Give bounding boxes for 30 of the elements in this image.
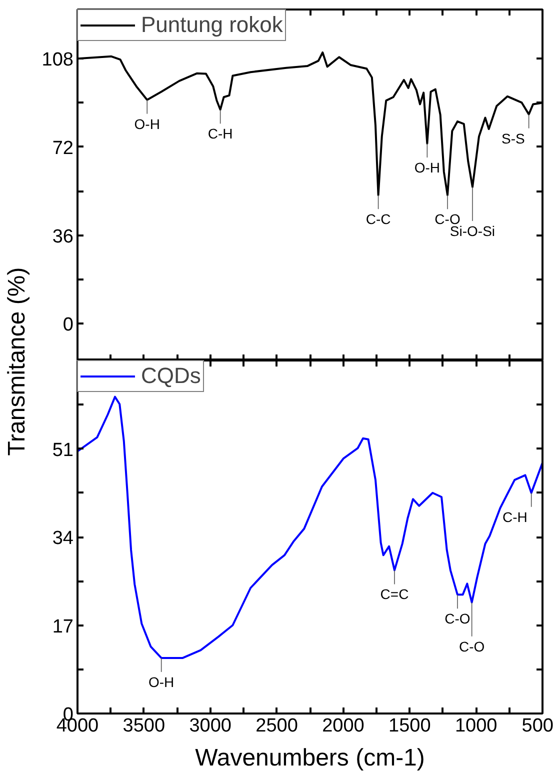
annotation: C-O <box>434 211 460 228</box>
annotation: O-H <box>414 160 440 176</box>
x-tick-label: 500 <box>522 716 553 736</box>
y-axis-title: Transmitance (%) <box>4 267 30 456</box>
x-tick-label: 1000 <box>454 716 498 736</box>
y-tick-label: 34 <box>52 528 74 549</box>
y-tick-label: 17 <box>52 616 74 638</box>
x-tick-label: 3500 <box>122 716 166 736</box>
annotation: C-O <box>458 638 485 654</box>
annotation: C=C <box>380 586 409 602</box>
legend-label: Puntung rokok <box>141 12 283 38</box>
x-axis-title: Wavenumbers (cm-1) <box>195 744 425 772</box>
legend-label: CQDs <box>141 363 201 389</box>
annotation: C-H <box>502 508 528 525</box>
annotation: O-H <box>134 116 160 132</box>
y-tick-label: 51 <box>52 440 74 461</box>
x-tick-label: 2000 <box>322 716 364 736</box>
annotation: S-S <box>501 130 525 146</box>
annotation: C-C <box>366 211 391 228</box>
annotation: C-H <box>208 126 233 142</box>
y-tick-label: 36 <box>52 226 74 248</box>
y-tick-label: 0 <box>62 314 74 336</box>
x-tick-label: 2500 <box>256 716 298 736</box>
y-tick-label: 72 <box>52 138 74 159</box>
x-tick-label: 1500 <box>388 716 431 736</box>
annotation: O-H <box>148 674 174 690</box>
annotation: C-O <box>444 610 470 627</box>
x-tick-label: 3000 <box>189 716 232 736</box>
y-tick-label: 108 <box>42 50 74 71</box>
line-series <box>78 396 542 659</box>
